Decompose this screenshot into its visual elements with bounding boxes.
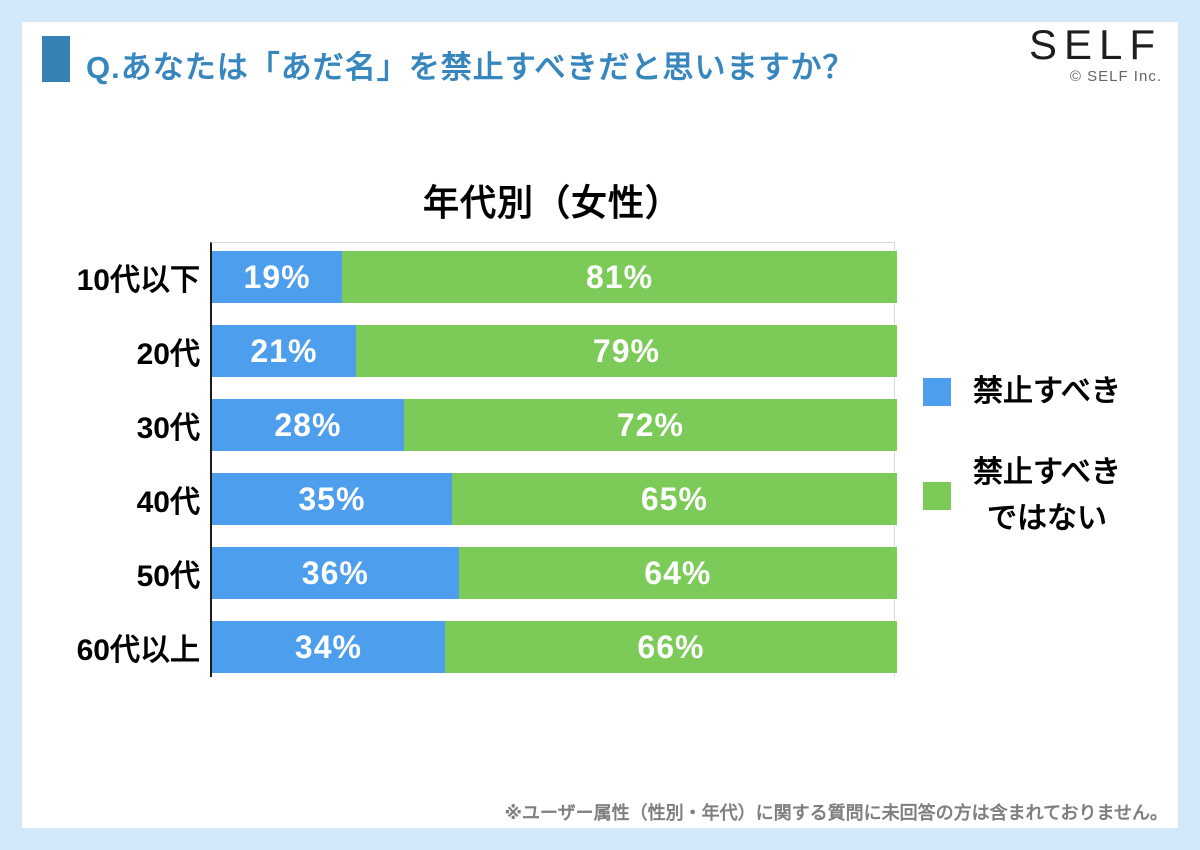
stacked-bar: 28% 72% [212,399,897,451]
category-label: 20代 [136,338,200,371]
legend-label-line: 禁止すべき [973,375,1121,408]
brand-logo: SELF © SELF Inc. [1028,21,1162,86]
stacked-bar: 21% 79% [212,325,897,377]
category-label: 30代 [136,412,200,445]
bar-value-label: 28% [274,406,342,443]
legend-item: 禁止すべき [923,369,1121,415]
plot-area-frame [210,242,895,677]
bar-value-label: 64% [644,554,712,591]
bar-segment-no-ban: 64% [458,547,897,599]
bar-segment-ban: 34% [212,621,445,673]
stacked-bar: 34% 66% [212,621,897,673]
bar-value-label: 66% [637,628,705,665]
legend-label-line: ではない [986,502,1107,535]
bar-segment-ban: 36% [212,547,459,599]
bar-value-label: 19% [243,258,311,295]
legend-swatch-ban [923,378,951,406]
stacked-bar: 19% 81% [212,251,897,303]
legend-label: 禁止すべき ではない [973,450,1121,542]
bar-rows: 10代以下 19% 81% 20代 21% 79% 30代 28% 72% 40代 35% 65% 50… [22,242,897,677]
footnote: ※ユーザー属性（性別・年代）に関する質問に未回答の方は含まれておりません。 [504,803,1168,823]
bar-value-label: 35% [298,480,366,517]
bar-segment-ban: 21% [212,325,356,377]
bar-value-label: 21% [250,332,318,369]
chart-row: 20代 21% 79% [22,325,897,377]
survey-question-title: Q.あなたは「あだ名」を禁止すべきだと思いますか？ [86,50,855,85]
legend-label-line: 禁止すべき [973,456,1121,489]
bar-value-label: 34% [294,628,362,665]
stacked-bar: 35% 65% [212,473,897,525]
chart-title: 年代別（女性） [422,182,682,223]
bar-segment-ban: 28% [212,399,404,451]
self-logo-text: SELF [1028,21,1162,68]
bar-value-label: 79% [592,332,660,369]
chart-row: 30代 28% 72% [22,399,897,451]
category-label: 10代以下 [76,264,200,297]
bar-segment-no-ban: 79% [355,325,897,377]
chart-row: 60代以上 34% 66% [22,621,897,673]
category-label: 50代 [136,560,200,593]
chart-legend: 禁止すべき 禁止すべき ではない [923,369,1121,542]
category-label: 40代 [136,486,200,519]
bar-segment-ban: 19% [212,251,343,303]
legend-item: 禁止すべき ではない [923,450,1121,542]
bar-value-label: 72% [616,406,684,443]
legend-label: 禁止すべき [973,369,1121,415]
copyright-text: © SELF Inc. [1069,68,1162,86]
stacked-bar: 36% 64% [212,547,897,599]
bar-segment-no-ban: 81% [342,251,897,303]
header-accent-bar [42,36,70,82]
chart-row: 50代 36% 64% [22,547,897,599]
bar-segment-no-ban: 66% [444,621,897,673]
bar-segment-ban: 35% [212,473,452,525]
bar-value-label: 81% [586,258,654,295]
infographic-card: Q.あなたは「あだ名」を禁止すべきだと思いますか？ SELF © SELF In… [22,21,1178,828]
bar-segment-no-ban: 65% [451,473,897,525]
bar-value-label: 65% [640,480,708,517]
chart-row: 10代以下 19% 81% [22,251,897,303]
bar-value-label: 36% [301,554,369,591]
bar-segment-no-ban: 72% [403,399,897,451]
chart-row: 40代 35% 65% [22,473,897,525]
category-label: 60代以上 [76,634,200,667]
legend-swatch-no-ban [923,482,951,510]
